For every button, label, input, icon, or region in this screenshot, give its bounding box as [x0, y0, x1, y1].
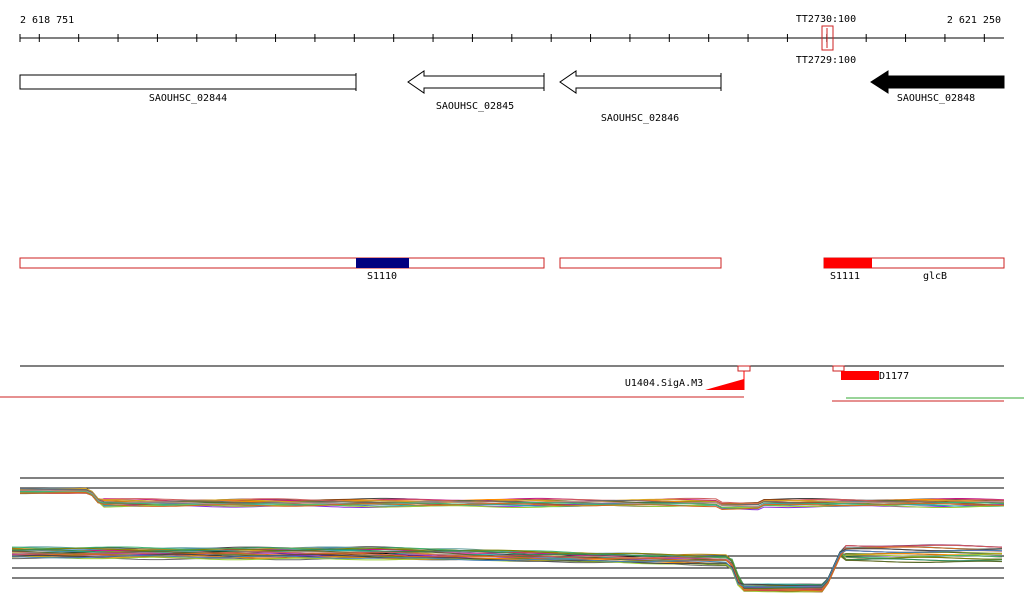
- gene-SAOUHSC_02846[interactable]: SAOUHSC_02846: [559, 70, 722, 124]
- terminator-box[interactable]: [821, 25, 834, 51]
- genes-track: SAOUHSC_02844 SAOUHSC_02845 SAOUHSC_0284…: [19, 70, 1005, 124]
- expression-line: [19, 492, 1005, 511]
- expression-line: [20, 492, 1005, 505]
- promoter-D1177[interactable]: D1177: [832, 365, 909, 382]
- promoter-wedge[interactable]: [705, 379, 744, 390]
- gene-label: SAOUHSC_02848: [897, 93, 975, 104]
- gene-arrow[interactable]: [559, 70, 722, 94]
- feature-S1111-label: S1111: [830, 271, 860, 282]
- promoter-label: D1177: [879, 371, 909, 382]
- expression-track-top: [19, 477, 1005, 511]
- ruler: 2 618 751 2 621 250: [19, 15, 1004, 42]
- terminator-label-top: TT2730:100: [796, 14, 856, 25]
- segment-box[interactable]: [559, 257, 722, 269]
- promoter-U1404.SigA.M3[interactable]: U1404.SigA.M3: [625, 365, 751, 390]
- feature-S1110-block[interactable]: [356, 258, 409, 268]
- expression-track-bottom: [11, 544, 1004, 593]
- terminator-label-bottom: TT2729:100: [796, 55, 856, 66]
- promoter-tick-box: [832, 365, 845, 372]
- promoter-tick-box: [737, 365, 751, 372]
- ruler-start-label: 2 618 751: [20, 15, 74, 26]
- gene-label: SAOUHSC_02845: [436, 101, 514, 112]
- gene-arrow[interactable]: [870, 70, 1005, 94]
- expression-line: [11, 549, 1003, 588]
- expression-lines-top: [19, 487, 1005, 511]
- promoter-track: U1404.SigA.M3 D1177: [0, 365, 1024, 402]
- segments-track: S1110 S1111 glcB: [19, 257, 1005, 282]
- gene-box[interactable]: [19, 74, 357, 90]
- gene-arrow[interactable]: [407, 70, 545, 94]
- promoter-label: U1404.SigA.M3: [625, 378, 703, 389]
- gene-SAOUHSC_02844[interactable]: SAOUHSC_02844: [19, 73, 357, 104]
- gene-SAOUHSC_02845[interactable]: SAOUHSC_02845: [407, 70, 545, 112]
- ruler-end-label: 2 621 250: [947, 15, 1001, 26]
- feature-S1111-block[interactable]: [824, 258, 872, 268]
- promoter-bar[interactable]: [841, 371, 879, 380]
- expression-line: [19, 491, 1005, 510]
- feature-glcB-label: glcB: [923, 271, 947, 282]
- gene-label: SAOUHSC_02844: [149, 93, 227, 104]
- expression-lines-bottom: [11, 544, 1003, 593]
- gene-SAOUHSC_02848[interactable]: SAOUHSC_02848: [870, 70, 1005, 104]
- segment-box[interactable]: [19, 257, 545, 269]
- gene-label: SAOUHSC_02846: [601, 113, 679, 124]
- feature-S1110-label: S1110: [367, 271, 397, 282]
- terminator-marker[interactable]: TT2730:100 TT2729:100: [796, 14, 856, 66]
